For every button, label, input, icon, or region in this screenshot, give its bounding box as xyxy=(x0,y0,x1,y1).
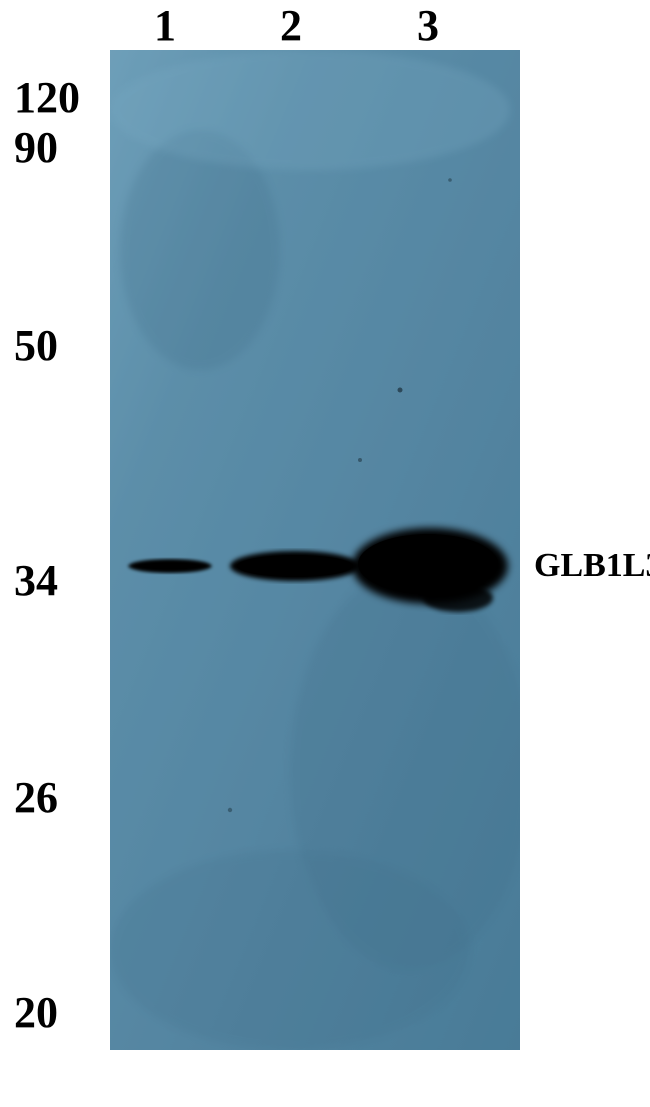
marker-90: 90 xyxy=(14,122,58,173)
band-lane-1 xyxy=(128,559,212,573)
speck xyxy=(228,808,232,812)
membrane-shading xyxy=(110,850,470,1050)
membrane-highlight xyxy=(110,50,510,170)
marker-50: 50 xyxy=(14,320,58,371)
speck xyxy=(398,388,403,393)
marker-26: 26 xyxy=(14,772,58,823)
speck xyxy=(358,458,362,462)
band-lane-3-core xyxy=(358,534,498,594)
lane-header-2: 2 xyxy=(280,0,302,51)
protein-name-label: GLB1L3 xyxy=(534,547,650,585)
marker-34: 34 xyxy=(14,555,58,606)
marker-120: 120 xyxy=(14,72,80,123)
band-lane-2-core xyxy=(237,555,353,577)
lane-header-3: 3 xyxy=(417,0,439,51)
blot-membrane xyxy=(110,50,520,1050)
band-lane-3-tail xyxy=(423,584,493,612)
figure-container: 1 2 3 120 90 50 34 26 20 GLB1L3 xyxy=(0,0,650,1107)
lane-header-1: 1 xyxy=(154,0,176,51)
marker-20: 20 xyxy=(14,987,58,1038)
speck xyxy=(448,178,452,182)
blot-svg xyxy=(110,50,520,1050)
